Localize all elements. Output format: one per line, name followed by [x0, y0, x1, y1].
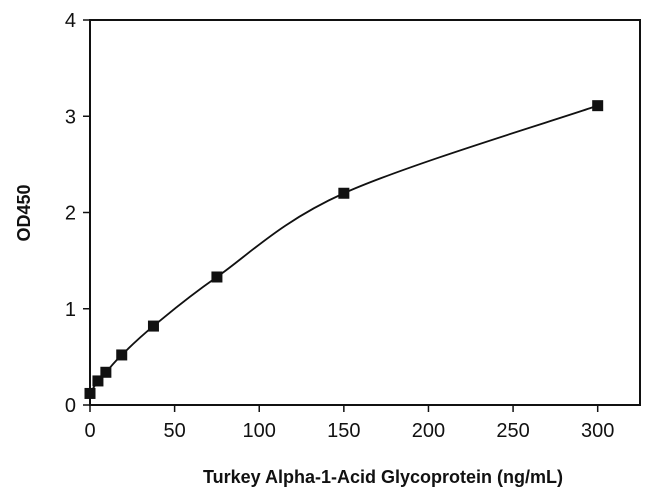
data-point: [92, 375, 104, 387]
x-tick-label: 300: [581, 420, 614, 442]
data-point: [116, 349, 128, 361]
x-tick-label: 50: [163, 420, 185, 442]
data-point: [338, 187, 350, 199]
x-tick-label: 150: [327, 420, 360, 442]
x-tick-label: 100: [243, 420, 276, 442]
data-point: [147, 320, 159, 332]
x-tick-label: 200: [412, 420, 445, 442]
data-point: [100, 366, 112, 378]
standard-curve-line: [89, 104, 598, 394]
y-tick-label: 1: [65, 299, 76, 321]
x-axis-ticks: 0 50 100 150 200 250 300: [84, 405, 614, 442]
data-points: [84, 100, 604, 399]
y-axis-ticks: 0 1 2 3 4: [65, 10, 90, 417]
data-point: [211, 271, 223, 283]
x-tick-label: 0: [84, 420, 95, 442]
y-tick-label: 0: [65, 395, 76, 417]
plot-frame: [89, 19, 641, 406]
data-point: [84, 387, 96, 399]
x-tick-label: 250: [496, 420, 529, 442]
y-axis-title: OD450: [14, 184, 34, 241]
data-point: [592, 100, 604, 112]
y-tick-label: 2: [65, 203, 76, 225]
y-tick-label: 3: [65, 106, 76, 128]
x-axis-title: Turkey Alpha-1-Acid Glycoprotein (ng/mL): [203, 467, 563, 487]
y-tick-label: 4: [65, 10, 76, 32]
